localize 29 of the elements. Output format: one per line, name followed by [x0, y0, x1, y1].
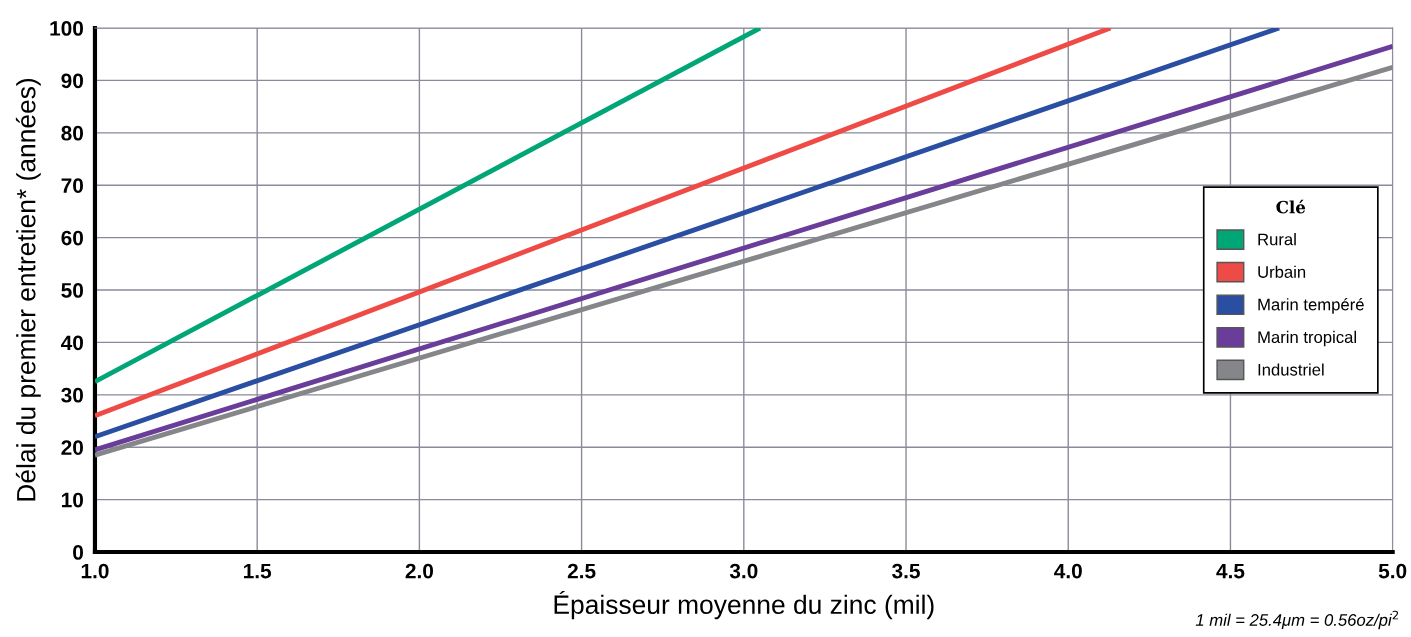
x-tick-label: 2.0 [405, 563, 434, 579]
legend-label: Marin tropical [1258, 330, 1356, 347]
y-tick-label: 0 [73, 545, 83, 560]
y-tick-label: 70 [61, 178, 83, 193]
y-tick-label: 20 [61, 440, 83, 455]
y-tick-label: 60 [61, 230, 83, 246]
legend-label: Industriel [1258, 363, 1324, 376]
y-tick-label: 50 [61, 283, 83, 298]
y-tick-label: 100 [50, 21, 83, 36]
text: 1 mil = 25.4μm = 0.56oz/pi$^{2}$ [1195, 610, 1399, 630]
y-tick-label: 80 [61, 125, 83, 141]
y-tick-label: 40 [60, 335, 83, 351]
y-tick-label: 90 [61, 73, 83, 89]
y-tick-label: 10 [61, 492, 83, 508]
x-tick-label: 1.0 [81, 563, 109, 579]
legend-label: Urbain [1258, 265, 1306, 278]
x-tick-label: 5.0 [1378, 563, 1407, 579]
x-tick-label: 3.0 [729, 563, 758, 579]
x-axis-title: Épaisseur moyenne du zinc (mil) [554, 590, 934, 620]
x-tick-label: 4.0 [1054, 563, 1082, 579]
x-tick-label: 1.5 [244, 563, 272, 579]
legend-label: Rural [1258, 233, 1296, 246]
y-axis-title: Délai du premier entretien* (années) [15, 78, 41, 501]
x-tick-label: 2.5 [567, 563, 596, 579]
y-tick-label: 30 [61, 387, 83, 403]
legend-label: Marin tempéré [1258, 298, 1364, 314]
legend-title: Clé [1276, 199, 1306, 214]
x-tick-label: 3.5 [892, 563, 920, 579]
x-tick-label: 4.5 [1216, 563, 1245, 579]
